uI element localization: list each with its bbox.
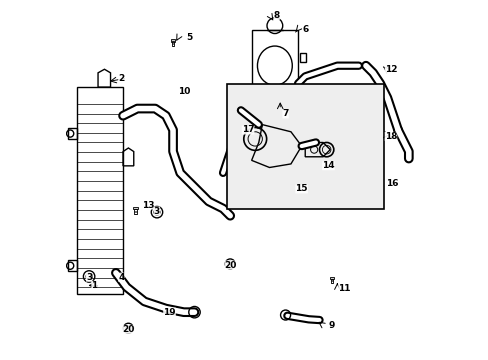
Text: 4: 4 <box>118 273 124 282</box>
Text: 11: 11 <box>338 284 350 293</box>
Bar <box>134 209 137 214</box>
Bar <box>299 53 305 62</box>
Text: 20: 20 <box>122 325 134 334</box>
Text: 8: 8 <box>273 11 279 20</box>
Text: 6: 6 <box>302 26 308 35</box>
Bar <box>330 279 332 283</box>
Text: 2: 2 <box>118 74 124 83</box>
Text: 5: 5 <box>185 33 192 42</box>
Bar <box>170 39 175 41</box>
Text: 10: 10 <box>177 87 189 96</box>
Bar <box>377 145 379 149</box>
Bar <box>67 128 77 139</box>
Text: 15: 15 <box>295 184 307 193</box>
Text: 1: 1 <box>91 281 98 290</box>
Text: 16: 16 <box>386 179 398 188</box>
Bar <box>171 41 174 46</box>
Bar <box>67 260 77 271</box>
Text: 20: 20 <box>224 261 237 270</box>
Text: 14: 14 <box>322 161 334 170</box>
Text: 9: 9 <box>328 321 334 330</box>
Text: 17: 17 <box>241 126 254 135</box>
Bar <box>226 84 383 208</box>
Bar <box>329 277 333 279</box>
Text: 3: 3 <box>86 273 92 282</box>
Text: 12: 12 <box>384 65 396 74</box>
Text: 7: 7 <box>282 109 288 118</box>
Text: 3: 3 <box>154 207 160 216</box>
Text: 19: 19 <box>163 308 176 317</box>
Bar <box>133 207 138 210</box>
Bar <box>376 143 380 145</box>
Text: 18: 18 <box>384 132 396 141</box>
Circle shape <box>271 111 278 117</box>
Text: 13: 13 <box>142 201 154 210</box>
